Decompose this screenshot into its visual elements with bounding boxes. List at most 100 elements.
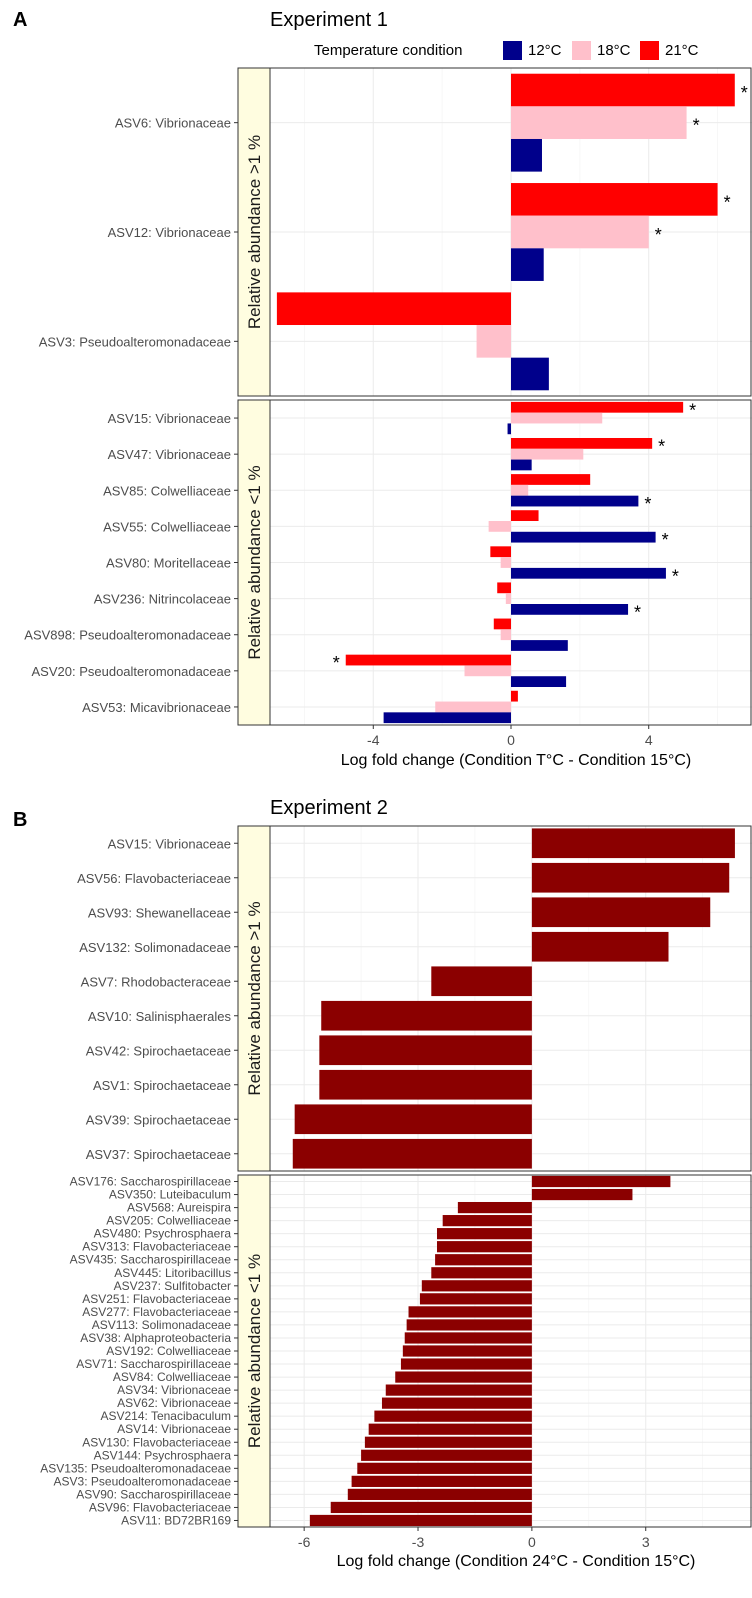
category-label: ASV42: Spirochaetaceae [86,1043,231,1058]
bar [507,423,511,435]
category-label: ASV568: Aureispira [127,1201,231,1215]
category-label: ASV435: Saccharospirillaceae [70,1253,232,1267]
category-label: ASV15: Vibrionaceae [108,411,231,426]
category-label: ASV12: Vibrionaceae [108,225,231,240]
bar [421,1280,532,1292]
facet-strip [237,1174,271,1528]
facet-2: *******Relative abundance <1 %ASV15: Vib… [24,399,752,726]
category-label: ASV56: Flavobacteriaceae [77,871,231,886]
bar [347,1488,532,1501]
significance-star: * [672,566,679,586]
x-axis-label: Log fold change (Condition 24°C - Condit… [337,1553,696,1570]
bar [319,1035,532,1066]
category-label: ASV47: Vibrionaceae [108,447,231,462]
category-label: ASV6: Vibrionaceae [115,116,231,131]
legend-swatch [572,41,591,60]
bar [476,325,511,358]
bar [400,1358,532,1370]
bar [368,1423,532,1435]
bar [357,1462,532,1474]
category-label: ASV96: Flavobacteriaceae [89,1500,231,1514]
bar [309,1514,532,1527]
category-label: ASV71: Saccharospirillaceae [76,1357,231,1371]
x-tick-label: 3 [642,1534,650,1550]
bar [436,1241,532,1253]
significance-star: * [333,653,340,673]
significance-star: * [724,192,731,212]
bar [531,931,669,962]
bar [511,448,584,460]
bar [511,495,639,507]
bar [511,73,735,107]
category-label: ASV144: Psychrosphaera [94,1448,232,1462]
facet-1: *****Relative abundance >1 %ASV6: Vibrio… [39,67,752,397]
bar [511,357,549,391]
bar [419,1293,532,1305]
x-tick-label: 4 [645,732,653,748]
legend: Temperature condition 12°C 18°C 21°C [314,41,699,60]
significance-star: * [689,400,696,420]
facet-strip [237,399,271,726]
legend-label: 18°C [597,42,631,59]
category-label: ASV130: Flavobacteriaceae [82,1435,231,1449]
chart-panel-b: B Experiment 2 Relative abundance >1 % ASV1… [13,797,752,1570]
category-label: ASV90: Saccharospirillaceae [76,1487,231,1501]
bar [531,897,711,928]
bar [435,701,511,713]
bar [385,1384,532,1396]
bar [511,510,539,521]
x-tick-label: 0 [507,732,515,748]
category-label: ASV80: Moritellaceae [106,556,231,571]
category-label: ASV251: Flavobacteriaceae [82,1292,231,1306]
category-label: ASV37: Spirochaetaceae [86,1147,231,1162]
significance-star: * [741,83,748,103]
bar [511,676,567,688]
chart-panel-a: A Experiment 1 Temperature condition 12°C 18… [13,9,752,769]
chart-title: Experiment 1 [270,9,388,31]
category-label: ASV20: Pseudoalteromonadaceae [32,664,231,679]
category-label: ASV11: BD72BR169 [121,1513,231,1527]
x-axis-label: Log fold change (Condition T°C - Conditi… [341,752,691,769]
bar [383,712,511,724]
bar [402,1345,532,1357]
category-label: ASV135: Pseudoalteromonadaceae [40,1461,231,1475]
legend-label: 21°C [665,42,699,59]
category-label: ASV277: Flavobacteriaceae [82,1305,231,1319]
bar [511,531,656,543]
bar [319,1069,532,1100]
legend-swatch [640,41,659,60]
bar [511,484,529,496]
bar [531,1188,633,1201]
category-label: ASV3: Pseudoalteromonadaceae [54,1474,232,1488]
bar [435,1254,532,1266]
x-tick-label: 0 [528,1534,536,1550]
bar [511,183,718,216]
bar [511,690,518,702]
bar [436,1228,532,1240]
category-label: ASV176: Saccharospirillaceae [70,1175,232,1189]
bar [511,567,666,579]
chart-title: Experiment 2 [270,797,388,819]
category-label: ASV14: Vibrionaceae [117,1422,231,1436]
bar [531,828,735,859]
bar [505,593,511,605]
panel-label: B [13,809,27,831]
bar [488,520,511,532]
category-label: ASV39: Spirochaetaceae [86,1112,231,1127]
bar [511,604,629,615]
bar [511,437,653,449]
bar [330,1501,532,1514]
bar [431,966,532,997]
category-label: ASV7: Rhodobacteraceae [81,974,231,989]
category-label: ASV93: Shewanellaceae [88,905,231,920]
bar [276,292,511,326]
bar [292,1138,532,1169]
bar [500,629,511,641]
significance-star: * [634,602,641,622]
significance-star: * [655,225,662,245]
bar [511,412,603,424]
bar [395,1371,532,1383]
bar [406,1319,532,1331]
category-label: ASV445: Litoribacillus [114,1266,231,1280]
x-tick-label: -3 [412,1534,425,1550]
